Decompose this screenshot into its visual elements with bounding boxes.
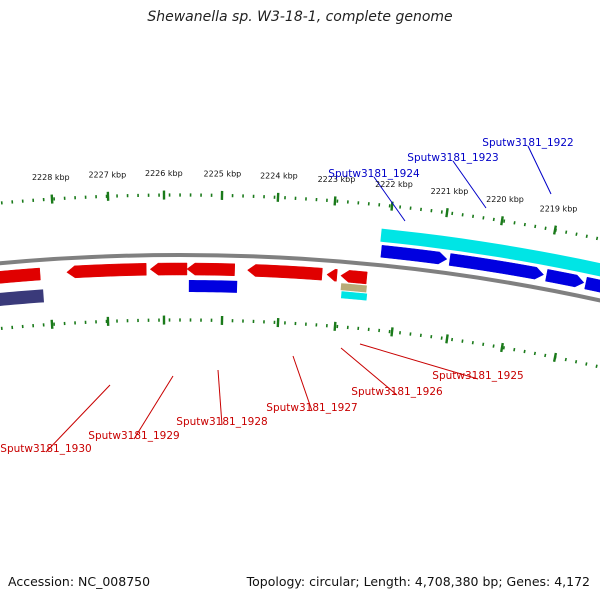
inner-major-tick <box>333 321 337 331</box>
inner-tick-dot <box>492 344 495 348</box>
scale-tick-label: 2219 kbp <box>540 204 578 213</box>
scale-tick-label: 2225 kbp <box>204 169 242 178</box>
map-title: Shewanella sp. W3-18-1, complete genome <box>147 9 453 25</box>
forward-feature-band <box>380 228 600 277</box>
scale-tick-label: 2220 kbp <box>486 195 524 204</box>
gene-label: Sputw3181_1924 <box>328 168 420 180</box>
inner-tick-dot <box>482 342 485 347</box>
gene-label: Sputw3181_1922 <box>482 137 573 149</box>
gene-track <box>0 245 600 293</box>
outer-tick-dot <box>565 230 568 234</box>
gene-arrow-reverse <box>186 262 236 277</box>
scale-tick-label: 2221 kbp <box>431 187 469 196</box>
gene-arrow-forward <box>545 269 585 288</box>
leader-line <box>373 176 406 222</box>
inner-major-tick <box>50 319 54 329</box>
scale-tick-label: 2226 kbp <box>145 169 183 178</box>
forward-cds-band <box>188 280 238 293</box>
gene-arrow-reverse <box>340 270 368 285</box>
leader-line <box>340 347 398 396</box>
gene-label: Sputw3181_1923 <box>407 152 498 164</box>
leader-line <box>133 375 174 440</box>
outer-tick-dot <box>544 226 547 230</box>
outer-tick-dot <box>503 219 506 223</box>
inner-tick-dot <box>533 351 536 356</box>
gene-label: Sputw3181_1926 <box>351 386 443 398</box>
scale-tick-label: 2222 kbp <box>375 180 413 189</box>
forward-feature-band <box>340 291 368 301</box>
gene-arrow-reverse <box>66 263 147 279</box>
inner-tick-dot <box>523 349 526 354</box>
genome-summary: Topology: circular; Length: 4,708,380 bp… <box>246 574 590 589</box>
outer-tick-dot <box>575 232 578 236</box>
inner-tick-dot <box>544 353 547 358</box>
gene-arrow-reverse <box>247 264 323 281</box>
outer-tick-dot <box>523 222 526 227</box>
leader-line <box>527 145 552 195</box>
gene-arrow-reverse <box>0 267 41 284</box>
scale-tick-label: 2227 kbp <box>88 170 126 179</box>
gene-arrow-forward <box>584 276 600 293</box>
outer-tick-dot <box>513 221 516 225</box>
inner-major-tick <box>445 334 449 344</box>
misc-feature-band <box>340 283 367 293</box>
inner-tick-dot <box>564 357 567 362</box>
inner-tick-dot <box>502 346 505 350</box>
genome-backbone <box>0 253 600 303</box>
inner-tick-dot <box>585 362 588 366</box>
leader-line <box>217 369 223 426</box>
gene-label: Sputw3181_1925 <box>432 370 523 382</box>
leader-line <box>359 343 479 380</box>
outer-major-tick <box>445 208 449 218</box>
inner-major-tick <box>552 352 558 363</box>
label-leaders <box>45 145 552 453</box>
labels: 2219 kbp 2220 kbp 2221 kbp 2222 kbp 2223 kbp… <box>0 137 577 455</box>
outer-major-tick <box>500 216 504 226</box>
scale-tick-label: 2224 kbp <box>260 171 298 180</box>
gene-arrow-reverse <box>149 262 188 276</box>
inner-tick-dot <box>513 347 516 352</box>
gene-arrow-reverse <box>326 268 338 282</box>
feature-track <box>0 228 600 306</box>
leader-line <box>452 160 487 209</box>
inner-major-tick <box>500 342 504 353</box>
dark-feature-band <box>0 289 45 306</box>
outer-tick-dot <box>585 234 588 239</box>
inner-major-tick <box>390 327 394 337</box>
inner-tick-dot <box>595 364 598 368</box>
gene-label: Sputw3181_1930 <box>0 443 91 455</box>
leader-line <box>45 384 111 453</box>
inner-tick-dot <box>574 360 578 364</box>
backbone-arc <box>0 253 600 303</box>
outer-major-tick <box>333 196 337 206</box>
outer-major-tick <box>552 225 558 235</box>
gene-label: Sputw3181_1927 <box>266 402 357 414</box>
tick-dots <box>0 193 599 368</box>
accession-text: Accession: NC_008750 <box>8 574 151 589</box>
scale-tick-label: 2223 kbp <box>318 175 356 184</box>
outer-major-tick <box>50 194 54 204</box>
leader-line <box>292 355 313 412</box>
gene-arrow-forward <box>448 253 544 280</box>
gene-arrow-forward <box>380 245 448 265</box>
scale-tick-label: 2228 kbp <box>32 173 70 182</box>
outer-tick-dot <box>595 236 599 241</box>
gene-label: Sputw3181_1929 <box>88 430 179 442</box>
gene-label: Sputw3181_1928 <box>176 416 267 428</box>
outer-tick-dot <box>534 224 537 229</box>
